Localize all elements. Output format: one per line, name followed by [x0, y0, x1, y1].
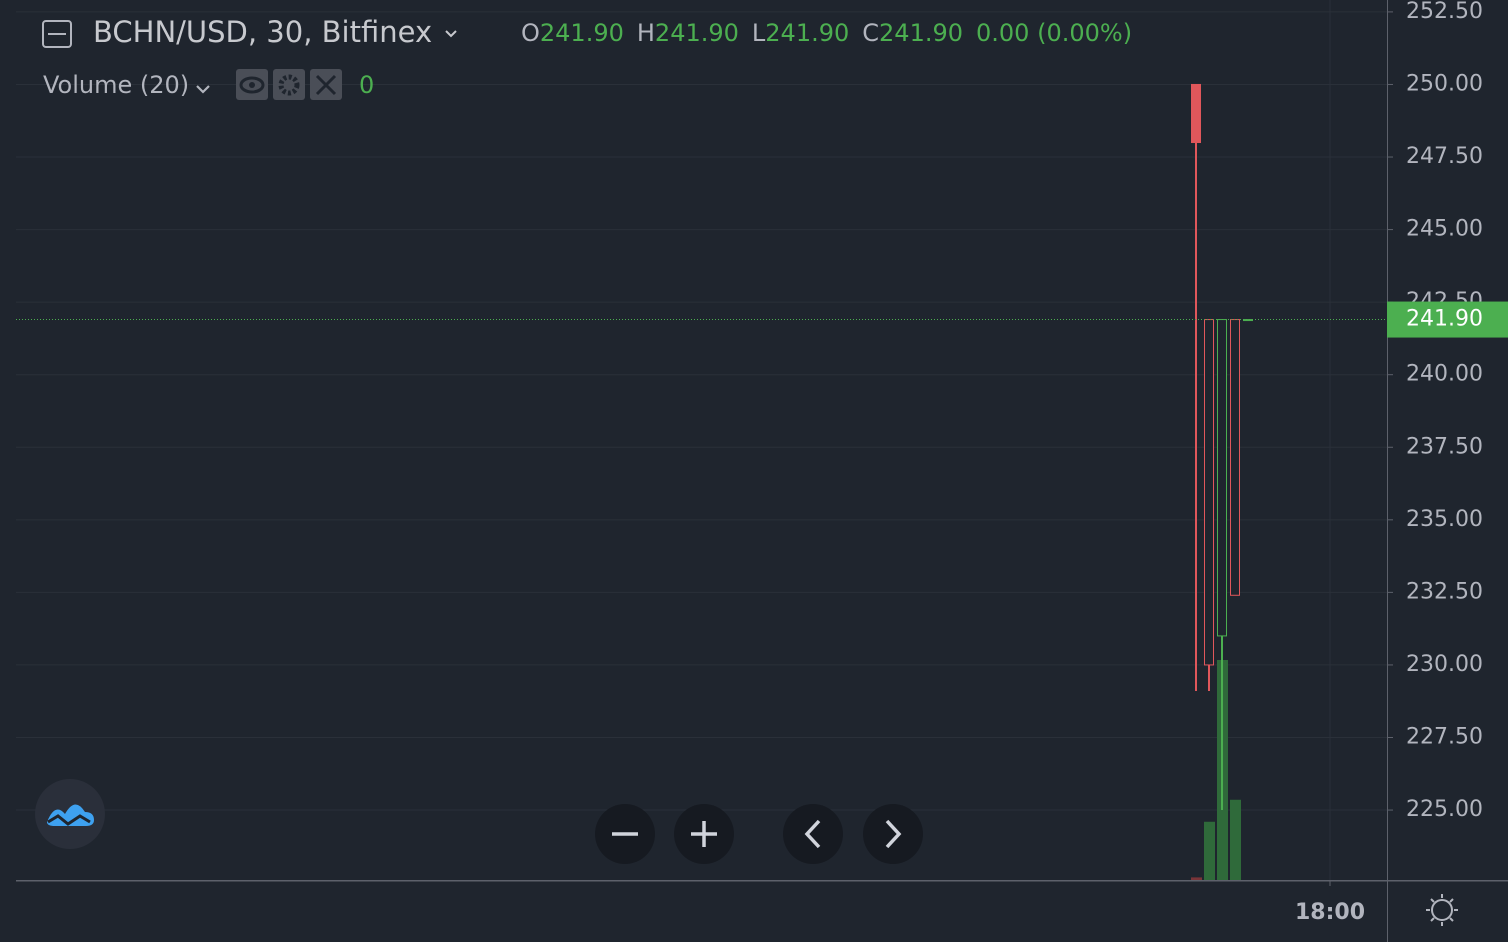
- y-tick-label: 237.50: [1406, 434, 1483, 459]
- logo-button[interactable]: [35, 779, 105, 849]
- visibility-button[interactable]: [236, 69, 268, 100]
- ohlc-key: O: [521, 19, 540, 47]
- candle-body: [1191, 83, 1201, 144]
- candle-body: [1217, 319, 1227, 637]
- last-price-badge: [1387, 301, 1508, 338]
- grid: [16, 0, 1387, 880]
- dropdown-icon[interactable]: [196, 85, 210, 94]
- ohlc-key: H: [637, 19, 655, 47]
- volume-bar: [1230, 799, 1241, 880]
- y-tick-label: 252.50: [1406, 0, 1483, 24]
- ohlc-value: 241.90: [540, 19, 624, 47]
- candle-body: [1204, 319, 1214, 666]
- y-tick-label: 235.00: [1406, 507, 1483, 532]
- scroll-left-button[interactable]: [783, 804, 843, 864]
- zoom-out-button[interactable]: [595, 804, 655, 864]
- collapse-button[interactable]: [42, 20, 72, 48]
- axis-border: [1387, 0, 1388, 942]
- change: 0.00 (0.00%): [976, 19, 1132, 47]
- x-tick-label: 18:00: [1295, 900, 1365, 925]
- price-axis: 225.00 227.50 230.00 232.50 235.00 237.50 240.…: [1295, 0, 1508, 925]
- dropdown-icon[interactable]: [445, 30, 457, 38]
- last-price-label: 241.90: [1406, 307, 1483, 332]
- y-tick-label: 227.50: [1406, 724, 1483, 749]
- ohlc-key: C: [862, 19, 879, 47]
- y-tick-label: 247.50: [1406, 144, 1483, 169]
- settings-button[interactable]: [273, 69, 305, 100]
- indicator-name[interactable]: Volume (20): [43, 71, 189, 99]
- y-tick-label: 245.00: [1406, 217, 1483, 242]
- ohlc-legend: O241.90 H241.90 L241.90 C241.90 0.00 (0.00%): [521, 19, 1132, 47]
- y-tick-label: 230.00: [1406, 652, 1483, 677]
- ohlc-key: L: [752, 19, 766, 47]
- axis-border: [16, 880, 1508, 882]
- y-tick-label: 240.00: [1406, 362, 1483, 387]
- y-tick-label: 225.00: [1406, 797, 1483, 822]
- plot: [16, 83, 1387, 880]
- symbol-title[interactable]: BCHN/USD, 30, Bitfinex: [93, 15, 432, 49]
- settings-button[interactable]: [1426, 894, 1458, 926]
- candle-body: [1243, 319, 1253, 322]
- scroll-right-button[interactable]: [863, 804, 923, 864]
- zoom-in-button[interactable]: [674, 804, 734, 864]
- y-tick-label: 250.00: [1406, 71, 1483, 96]
- y-tick-label: 232.50: [1406, 579, 1483, 604]
- volume-bar: [1191, 877, 1202, 880]
- candle-body: [1230, 319, 1240, 596]
- indicator-value: 0: [359, 71, 374, 99]
- remove-button[interactable]: [310, 69, 342, 100]
- volume-bar: [1204, 821, 1215, 880]
- ohlc-value: 241.90: [879, 19, 963, 47]
- ohlc-value: 241.90: [655, 19, 739, 47]
- ohlc-value: 241.90: [765, 19, 849, 47]
